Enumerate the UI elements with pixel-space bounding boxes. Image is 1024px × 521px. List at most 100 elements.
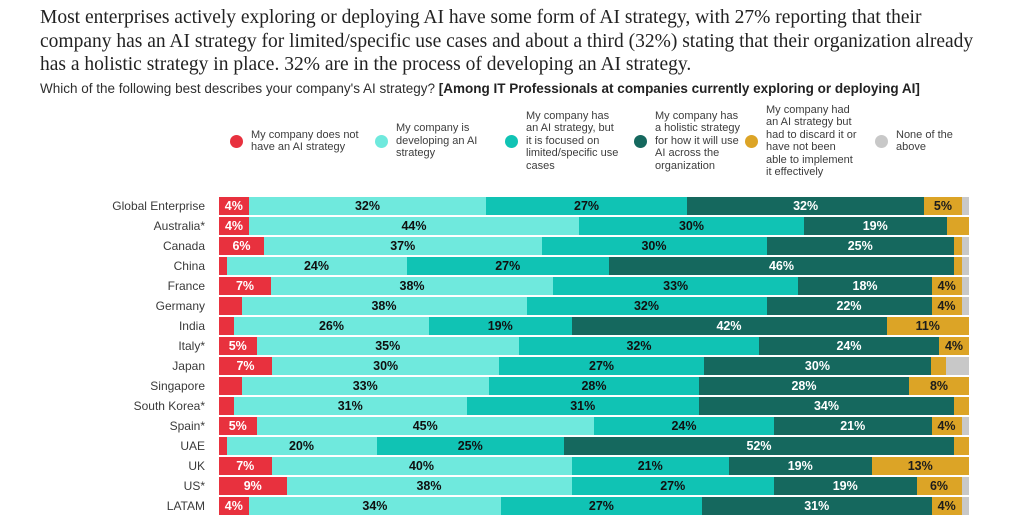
bar-segment-holistic: 30% <box>703 357 932 375</box>
row-label: India <box>178 319 205 333</box>
bar-value-label: 4% <box>224 199 243 213</box>
bar-segment-limited-use-cases: 30% <box>541 237 767 255</box>
bar-segment-discarded: 4% <box>931 497 962 515</box>
bar-value-label: 4% <box>937 419 956 433</box>
bar-segment-limited-use-cases: 27% <box>499 357 704 375</box>
bar-segment-developing: 38% <box>286 477 572 495</box>
row-label: Global Enterprise <box>112 199 205 213</box>
bar-value-label: 34% <box>362 499 388 513</box>
legend-item-limited-use-cases: My company has an AI strategy, but it is… <box>505 110 621 173</box>
bar-segment-discarded: 11% <box>886 317 969 335</box>
bar-segment-none-of-above <box>961 297 969 315</box>
bar-segment-developing: 32% <box>248 197 487 215</box>
legend-dot-discarded <box>745 134 758 148</box>
bar-value-label: 5% <box>933 199 952 213</box>
bar-value-label: 27% <box>589 359 615 373</box>
chart-row: Global Enterprise 4% 32% 27% 32% 5% <box>0 196 975 216</box>
legend-item-none-of-above: None of the above <box>875 129 974 154</box>
bar-value-label: 30% <box>678 219 705 233</box>
bar-segment-holistic: 32% <box>686 197 925 215</box>
bar-value-label: 24% <box>836 339 862 353</box>
bar-segment-limited-use-cases: 19% <box>429 317 572 335</box>
bar-value-label: 9% <box>243 479 262 493</box>
chart-row: UK 7% 40% 21% 19% 13% <box>0 456 975 476</box>
bar-value-label: 30% <box>804 359 830 373</box>
bar-value-label: 5% <box>228 339 247 353</box>
bar-segment-limited-use-cases: 27% <box>486 197 687 215</box>
bar-segment-limited-use-cases: 33% <box>553 277 799 295</box>
bar: 4% 32% 27% 32% 5% <box>219 197 969 215</box>
legend-dot-none-of-above <box>875 134 888 148</box>
bar-segment-discarded <box>954 237 962 255</box>
bar-segment-developing: 35% <box>256 337 519 355</box>
bar-segment-none-of-above <box>961 477 969 495</box>
bar-value-label: 4% <box>937 499 956 513</box>
bar-segment-none-of-above <box>946 357 969 375</box>
legend-dot-limited-use-cases <box>505 134 518 148</box>
bar: 7% 40% 21% 19% 13% <box>219 457 969 475</box>
bar-segment-limited-use-cases: 24% <box>594 417 774 435</box>
bar-segment-no-strategy <box>219 397 234 415</box>
bar-value-label: 33% <box>352 379 378 393</box>
bar-segment-no-strategy: 7% <box>219 457 272 475</box>
bar-value-label: 32% <box>626 339 652 353</box>
bar-value-label: 38% <box>371 299 397 313</box>
bar-value-label: 31% <box>570 399 596 413</box>
legend-label: My company does not have an AI strategy <box>251 128 359 154</box>
chart-row: China 24% 27% 46% <box>0 256 975 276</box>
bar-value-label: 7% <box>236 459 255 473</box>
bar-segment-holistic: 46% <box>609 257 954 275</box>
bar-value-label: 30% <box>641 239 667 253</box>
bar-segment-no-strategy <box>219 377 242 395</box>
bar-value-label: 25% <box>847 239 873 253</box>
bar: 26% 19% 42% 11% <box>219 317 969 335</box>
bar-segment-no-strategy: 5% <box>219 417 257 435</box>
bar-value-label: 52% <box>746 439 772 453</box>
bar-segment-developing: 40% <box>271 457 572 475</box>
bar-value-label: 8% <box>929 379 949 393</box>
bar-segment-none-of-above <box>961 257 969 275</box>
bar-segment-limited-use-cases: 32% <box>526 297 767 315</box>
bar-segment-discarded <box>931 357 947 375</box>
bar-segment-holistic: 25% <box>766 237 954 255</box>
page-title: Most enterprises actively exploring or d… <box>40 7 974 75</box>
bar-value-label: 27% <box>495 259 521 273</box>
bar-value-label: 24% <box>303 259 330 273</box>
bar-segment-discarded <box>954 437 969 455</box>
bar-segment-no-strategy: 5% <box>219 337 257 355</box>
bar-segment-none-of-above <box>961 277 969 295</box>
bar-segment-no-strategy <box>219 437 227 455</box>
bar-value-label: 4% <box>937 279 956 293</box>
bar: 4% 44% 30% 19% <box>219 217 969 235</box>
bar-segment-holistic: 19% <box>804 217 947 235</box>
bar-value-label: 33% <box>663 279 689 293</box>
bar-segment-developing: 34% <box>248 497 502 515</box>
bar-value-label: 24% <box>671 419 697 433</box>
row-label: UK <box>188 459 205 473</box>
bar-segment-no-strategy: 7% <box>219 277 271 295</box>
bar-segment-discarded <box>954 257 962 275</box>
bar-segment-developing: 38% <box>241 297 527 315</box>
bar-segment-holistic: 34% <box>699 397 954 415</box>
bar-value-label: 45% <box>412 419 438 433</box>
legend-label: My company had an AI strategy but had to… <box>766 103 857 179</box>
bar-segment-none-of-above <box>961 417 969 435</box>
bar-segment-discarded: 4% <box>939 337 969 355</box>
row-label: Japan <box>172 359 205 373</box>
bar-value-label: 38% <box>416 479 442 493</box>
bar-value-label: 6% <box>232 239 251 253</box>
bar-value-label: 31% <box>337 399 363 413</box>
bar-value-label: 26% <box>318 319 345 333</box>
bar: 20% 25% 52% <box>219 437 969 455</box>
bar-value-label: 13% <box>907 459 933 473</box>
bar-value-label: 21% <box>840 419 866 433</box>
bar-value-label: 27% <box>660 479 686 493</box>
chart-row: Italy* 5% 35% 32% 24% 4% <box>0 336 975 356</box>
bar: 31% 31% 34% <box>219 397 969 415</box>
chart-row: Japan 7% 30% 27% 30% <box>0 356 975 376</box>
chart-row: Germany 38% 32% 22% 4% <box>0 296 975 316</box>
bar-segment-none-of-above <box>961 197 969 215</box>
bar-segment-developing: 45% <box>256 417 594 435</box>
bar-segment-no-strategy: 7% <box>219 357 273 375</box>
legend-item-no-strategy: My company does not have an AI strategy <box>230 129 363 154</box>
